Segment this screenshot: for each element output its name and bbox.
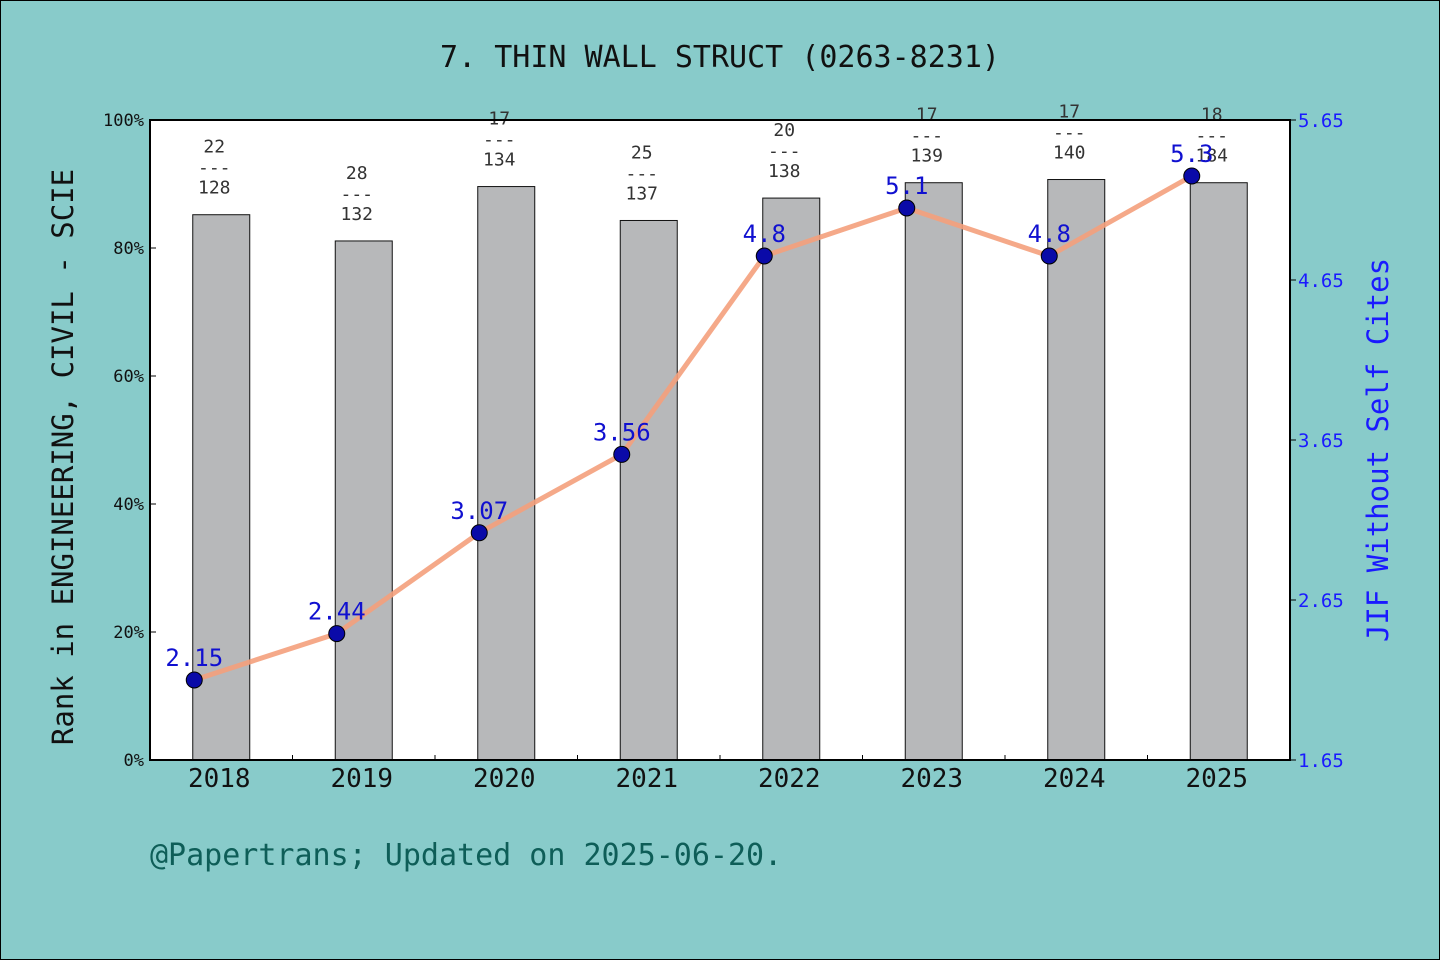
bar-rank-separator: --- [910, 126, 943, 147]
bar-rank-separator: --- [483, 130, 516, 151]
x-axis-tick-label: 2019 [330, 764, 393, 794]
bar-2022 [762, 197, 821, 761]
bar-2024 [1047, 179, 1106, 761]
bar-rank-label: 22 [203, 137, 225, 158]
bar-rank-separator: --- [768, 141, 801, 162]
left-axis-tick-label: 20% [113, 623, 144, 643]
jif-marker-2018 [185, 671, 203, 689]
left-axis-tick-label: 80% [113, 239, 144, 259]
bar-total-label: 134 [483, 150, 516, 171]
right-axis-tick-label: 2.65 [1298, 590, 1344, 612]
bar-rank-label: 28 [346, 163, 368, 184]
bar-rank-separator: --- [198, 158, 231, 179]
jif-marker-2020 [470, 524, 488, 542]
x-axis-tick-label: 2021 [615, 764, 678, 794]
right-axis-tick-label: 4.65 [1298, 270, 1344, 292]
right-axis-tick-label: 3.65 [1298, 430, 1344, 452]
bar-rank-separator: --- [1053, 123, 1086, 144]
left-axis-tick-label: 40% [113, 495, 144, 515]
bar-2023 [904, 182, 963, 761]
bar-total-label: 132 [340, 204, 373, 225]
bar-total-label: 140 [1053, 143, 1086, 164]
bar-rank-label: 20 [773, 120, 795, 141]
footer-note: @Papertrans; Updated on 2025-06-20. [150, 838, 782, 873]
bar-total-label: 138 [768, 161, 801, 182]
bar-total-label: 184 [1195, 146, 1228, 167]
bar-rank-label: 17 [1058, 102, 1080, 123]
bar-rank-label: 17 [916, 105, 938, 126]
x-axis-tick-label: 2023 [900, 764, 963, 794]
jif-marker-2023 [898, 199, 916, 217]
jif-marker-2022 [755, 247, 773, 265]
jif-marker-2024 [1040, 247, 1058, 265]
bar-total-label: 139 [910, 146, 943, 167]
chart-title: 7. THIN WALL STRUCT (0263-8231) [440, 40, 1000, 75]
jif-value-label: 4.8 [743, 220, 786, 248]
jif-value-label: 4.8 [1028, 220, 1071, 248]
jif-marker-2019 [328, 625, 346, 643]
x-axis-tick-label: 2022 [758, 764, 821, 794]
right-axis-title: JIF Without Self Cites [1361, 258, 1395, 642]
jif-value-label: 3.07 [450, 497, 508, 525]
bar-2025 [1189, 182, 1248, 761]
jif-marker-2025 [1183, 167, 1201, 185]
jif-value-label: 3.56 [593, 418, 651, 446]
bar-rank-separator: --- [1195, 126, 1228, 147]
bar-2020 [477, 186, 536, 761]
jif-value-label: 2.44 [308, 598, 366, 626]
x-axis-tick-label: 2024 [1043, 764, 1106, 794]
bar-2019 [334, 240, 393, 761]
right-axis-tick-label: 5.65 [1298, 110, 1344, 132]
left-axis-tick-label: 60% [113, 367, 144, 387]
left-axis-tick-label: 0% [124, 751, 144, 771]
x-axis-tick-label: 2020 [473, 764, 536, 794]
jif-line [193, 173, 1193, 683]
x-axis-tick-label: 2025 [1185, 764, 1248, 794]
bar-rank-label: 18 [1201, 105, 1223, 126]
left-axis-title: Rank in ENGINEERING, CIVIL - SCIE [46, 169, 80, 745]
bar-rank-separator: --- [625, 163, 658, 184]
bar-total-label: 137 [625, 183, 658, 204]
right-axis-tick-label: 1.65 [1298, 750, 1344, 772]
jif-value-label: 2.15 [165, 644, 223, 672]
bar-rank-separator: --- [340, 184, 373, 205]
bar-2021 [619, 219, 678, 761]
x-axis-tick-label: 2018 [188, 764, 251, 794]
bar-rank-label: 25 [631, 142, 653, 163]
left-axis-tick-label: 100% [103, 111, 144, 131]
jif-value-label: 5.1 [885, 172, 928, 200]
jif-value-label: 5.3 [1170, 140, 1213, 168]
bar-total-label: 128 [198, 178, 231, 199]
jif-marker-2021 [613, 445, 631, 463]
